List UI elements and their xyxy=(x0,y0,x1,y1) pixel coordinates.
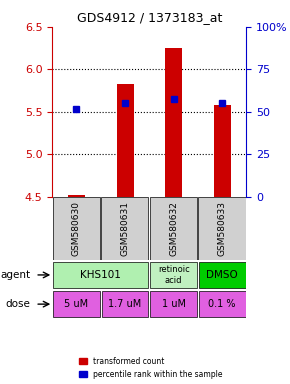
FancyBboxPatch shape xyxy=(198,197,246,260)
FancyBboxPatch shape xyxy=(150,291,197,317)
Legend: transformed count, percentile rank within the sample: transformed count, percentile rank withi… xyxy=(78,355,224,380)
Bar xyxy=(165,48,182,197)
FancyBboxPatch shape xyxy=(150,262,197,288)
Title: GDS4912 / 1373183_at: GDS4912 / 1373183_at xyxy=(77,11,222,24)
FancyBboxPatch shape xyxy=(101,197,148,260)
Text: GSM580630: GSM580630 xyxy=(72,201,81,256)
FancyBboxPatch shape xyxy=(53,291,100,317)
Text: retinoic
acid: retinoic acid xyxy=(158,265,189,285)
Text: agent: agent xyxy=(0,270,30,280)
Bar xyxy=(117,84,134,197)
Text: 5 uM: 5 uM xyxy=(64,299,88,309)
FancyBboxPatch shape xyxy=(150,197,197,260)
FancyBboxPatch shape xyxy=(53,262,148,288)
Text: 0.1 %: 0.1 % xyxy=(209,299,236,309)
Text: GSM580631: GSM580631 xyxy=(121,201,130,256)
Text: 1.7 uM: 1.7 uM xyxy=(108,299,142,309)
Text: GSM580632: GSM580632 xyxy=(169,201,178,256)
FancyBboxPatch shape xyxy=(53,197,100,260)
Text: GSM580633: GSM580633 xyxy=(218,201,227,256)
Text: DMSO: DMSO xyxy=(206,270,238,280)
Text: 1 uM: 1 uM xyxy=(162,299,186,309)
FancyBboxPatch shape xyxy=(102,291,148,317)
Bar xyxy=(214,105,231,197)
FancyBboxPatch shape xyxy=(199,262,246,288)
FancyBboxPatch shape xyxy=(199,291,246,317)
Text: dose: dose xyxy=(6,299,30,309)
Text: KHS101: KHS101 xyxy=(80,270,121,280)
Bar xyxy=(68,195,85,197)
